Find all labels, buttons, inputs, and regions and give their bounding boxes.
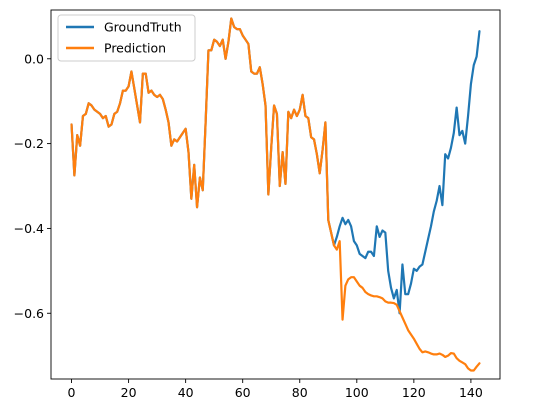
x-tick-label: 0 bbox=[68, 385, 76, 400]
series-line-prediction bbox=[70, 17, 481, 372]
y-tick-label: −0.4 bbox=[14, 221, 44, 236]
plot-area bbox=[51, 10, 500, 379]
y-tick-label: −0.2 bbox=[14, 136, 44, 151]
y-tick-label: −0.6 bbox=[14, 306, 44, 321]
x-axis: 0 20 40 60 80 100 120 140 bbox=[68, 379, 483, 400]
x-tick-label: 40 bbox=[178, 385, 194, 400]
x-tick-label: 20 bbox=[121, 385, 137, 400]
x-tick-label: 120 bbox=[402, 385, 426, 400]
series-layer bbox=[70, 17, 481, 372]
x-tick-label: 60 bbox=[235, 385, 251, 400]
legend: GroundTruth Prediction bbox=[57, 14, 196, 62]
x-tick-label: 100 bbox=[345, 385, 369, 400]
x-tick-label: 140 bbox=[459, 385, 483, 400]
legend-label-prediction: Prediction bbox=[104, 41, 166, 56]
plot-frame bbox=[50, 9, 501, 380]
legend-label-groundtruth: GroundTruth bbox=[104, 20, 182, 35]
x-tick-label: 80 bbox=[292, 385, 308, 400]
y-axis: −0.6 −0.4 −0.2 0.0 bbox=[14, 51, 51, 321]
y-tick-label: 0.0 bbox=[24, 51, 44, 66]
